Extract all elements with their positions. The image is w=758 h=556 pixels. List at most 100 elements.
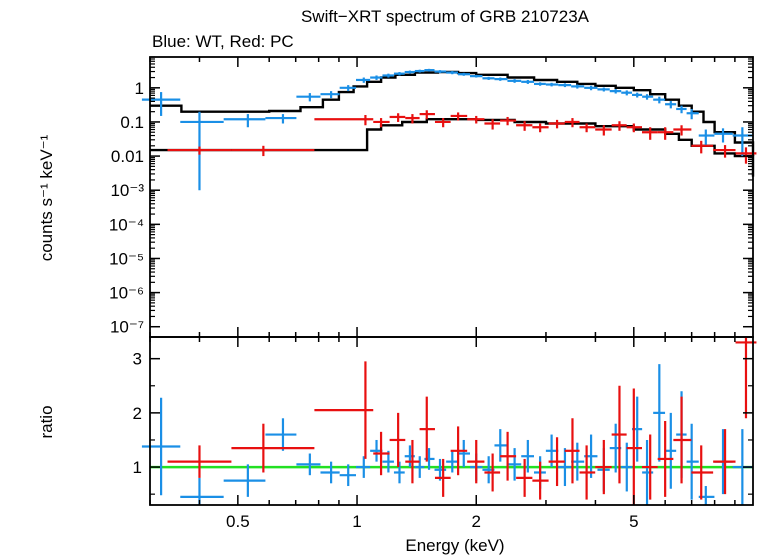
ratio-point-pc <box>389 412 406 468</box>
spectrum-point-wt <box>621 90 632 96</box>
y-tick-label: 10⁻³ <box>110 181 144 200</box>
y-tick-label: 10⁻⁷ <box>110 318 144 337</box>
spectrum-point-pc <box>611 121 627 131</box>
ratio-point-pc <box>450 426 468 476</box>
spectrum-point-wt <box>653 96 666 104</box>
spectrum-point-wt <box>265 114 297 124</box>
ratio-point-pc <box>467 439 485 484</box>
spectrum-point-wt <box>424 68 435 72</box>
spectrum-panel: 1 0.1 0.01 10⁻³ 10⁻⁴ 10⁻⁵ 10⁻⁶ 10⁻⁷ <box>109 56 757 338</box>
ratio-point-wt <box>665 412 677 489</box>
spectrum-point-wt <box>469 74 483 78</box>
spectrum-point-wt <box>609 89 622 94</box>
spectrum-point-pc <box>691 140 714 154</box>
spectrum-point-wt <box>356 77 371 83</box>
ratio-point-pc <box>673 396 692 484</box>
ratio-point-pc <box>500 431 517 481</box>
spectrum-point-wt <box>686 108 699 120</box>
spectrum-point-wt <box>434 70 447 74</box>
ratio-point-pc <box>657 421 674 497</box>
spectrum-point-pc <box>713 145 736 158</box>
spectrum-point-wt <box>597 87 610 92</box>
spectrum-point-pc <box>516 121 533 131</box>
ratio-point-pc <box>626 388 642 505</box>
spectrum-point-wt <box>414 69 425 73</box>
ratio-point-wt <box>507 448 522 481</box>
ratio-point-pc <box>579 445 596 500</box>
ratio-point-wt <box>339 464 357 487</box>
spectrum-point-pc <box>419 110 435 120</box>
ratio-point-wt <box>320 461 340 484</box>
spectrum-point-pc <box>314 114 374 126</box>
ratio-point-wt <box>458 439 470 468</box>
spectrum-point-pc <box>231 145 315 157</box>
y-tick-label: 10⁻⁶ <box>109 284 144 303</box>
ratio-point-wt <box>356 456 371 478</box>
spectrum-point-wt <box>382 73 394 78</box>
ratio-point-wt <box>414 456 425 478</box>
y-tick-label: 1 <box>135 79 144 98</box>
spectrum-point-wt <box>698 129 715 146</box>
spectrum-series-pc <box>167 110 757 164</box>
ratio-point-pc <box>434 458 451 497</box>
ratio-panel: 0.5 1 2 5 1 2 3 <box>133 336 757 531</box>
ratio-point-pc <box>484 453 501 492</box>
y-tick-label: 0.1 <box>120 113 144 132</box>
ratio-series-wt <box>141 364 753 505</box>
spectrum-series-wt <box>141 68 753 191</box>
ratio-series-pc <box>167 337 757 505</box>
ratio-point-wt <box>180 477 224 505</box>
ratio-point-pc <box>167 445 232 478</box>
spectrum-point-wt <box>714 128 733 143</box>
spectrum-point-wt <box>393 72 405 76</box>
x-tick-label: 1 <box>352 512 361 531</box>
spectrum-point-wt <box>571 84 585 89</box>
spectrum-point-wt <box>339 85 357 92</box>
ratio-point-wt <box>446 450 459 473</box>
spectrum-point-wt <box>545 82 559 87</box>
spectrum-point-pc <box>405 114 420 124</box>
x-tick-label: 5 <box>629 512 638 531</box>
spectrum-point-wt <box>370 75 383 80</box>
spectrum-point-wt <box>446 71 459 75</box>
ratio-point-pc <box>231 423 315 473</box>
spectrum-point-pc <box>657 127 674 140</box>
ratio-point-wt <box>621 442 632 492</box>
spectrum-point-wt <box>676 105 687 114</box>
spectrum-point-pc <box>450 112 468 121</box>
spectrum-point-pc <box>167 146 232 155</box>
y-tick-label: 2 <box>133 404 142 423</box>
ratio-point-wt <box>141 397 181 496</box>
ratio-point-wt <box>686 423 699 500</box>
spectrum-point-wt <box>631 92 643 98</box>
spectrum-point-pc <box>641 127 658 140</box>
ratio-point-wt <box>265 418 297 451</box>
ratio-point-wt <box>393 461 405 484</box>
ratio-point-pc <box>713 429 736 495</box>
spectrum-point-pc <box>484 119 501 130</box>
spectrum-point-pc <box>673 125 692 136</box>
spectrum-point-pc <box>373 118 390 128</box>
model-curve-wt <box>150 70 755 157</box>
spectrum-point-wt <box>320 91 340 99</box>
spectrum-point-wt <box>482 76 495 80</box>
spectrum-point-pc <box>564 118 580 128</box>
ratio-point-pc <box>611 385 627 484</box>
spectrum-point-pc <box>626 123 642 133</box>
y-tick-label: 1 <box>133 458 142 477</box>
spectrum-point-wt <box>584 85 598 91</box>
ratio-point-pc <box>516 458 533 497</box>
y-tick-label: 3 <box>133 350 142 369</box>
ratio-point-pc <box>532 461 549 500</box>
ratio-point-pc <box>314 361 374 459</box>
spectrum-point-pc <box>389 113 406 122</box>
y-tick-label: 0.01 <box>111 147 144 166</box>
ratio-point-pc <box>691 445 714 500</box>
y-tick-label: 10⁻⁵ <box>109 249 144 268</box>
spectrum-point-pc <box>434 118 451 128</box>
ratio-point-wt <box>223 464 266 497</box>
spectrum-point-wt <box>458 72 470 76</box>
ratio-point-pc <box>548 437 565 487</box>
spectrum-point-pc <box>595 125 612 136</box>
